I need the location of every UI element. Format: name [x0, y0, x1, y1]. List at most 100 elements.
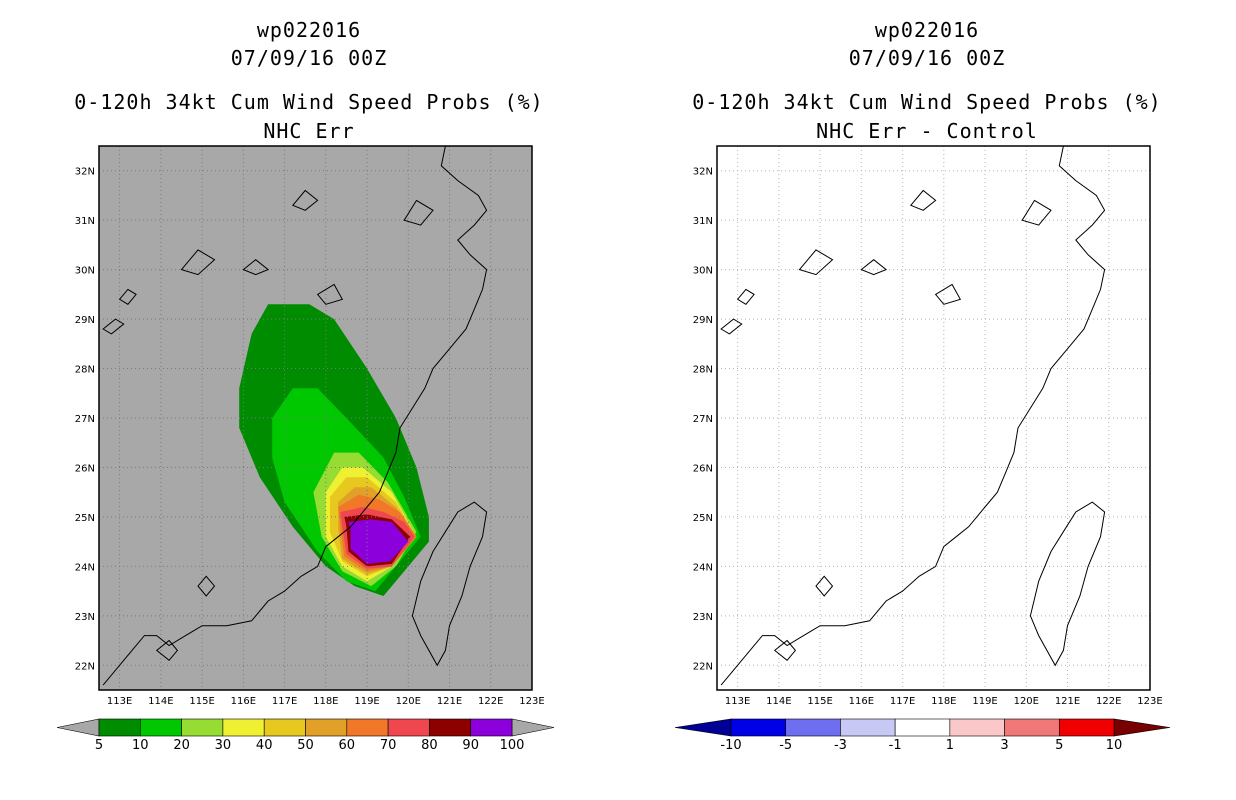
- colorbar-swatch: [785, 718, 841, 737]
- lon-tick-label: 114E: [148, 696, 173, 707]
- colorbar-swatch: [470, 718, 513, 737]
- lon-tick-label: 118E: [931, 696, 956, 707]
- panel-subtitle: NHC Err: [263, 119, 355, 143]
- lon-tick-label: 116E: [231, 696, 256, 707]
- colorbar-label: -10: [720, 738, 741, 753]
- lat-tick-label: 27N: [693, 414, 713, 425]
- storm-id: wp022016: [874, 18, 980, 42]
- gridlines: [717, 146, 1150, 690]
- colorbar-label: -3: [834, 738, 847, 753]
- lat-tick-label: 26N: [693, 463, 713, 474]
- lon-tick-label: 116E: [849, 696, 874, 707]
- lat-tick-label: 32N: [693, 167, 713, 178]
- lon-tick-label: 114E: [766, 696, 791, 707]
- colorbar-swatch: [346, 718, 389, 737]
- colorbar-label: 70: [380, 738, 397, 753]
- lat-tick-label: 24N: [693, 562, 713, 573]
- lake-outline: [242, 259, 270, 276]
- lon-tick-label: 120E: [396, 696, 421, 707]
- lake-outline: [291, 189, 319, 211]
- colorbar-swatch: [730, 718, 787, 737]
- colorbar-swatch: [263, 718, 306, 737]
- colorbar-label: 80: [421, 738, 438, 753]
- lon-tick-label: 123E: [519, 696, 544, 707]
- colorbar-swatch: [429, 718, 471, 737]
- colorbar-label: 100: [500, 738, 525, 753]
- lat-tick-label: 27N: [75, 414, 95, 425]
- lake-outline: [773, 639, 797, 661]
- lake-outline: [1021, 199, 1052, 226]
- colorbar-label: 5: [95, 738, 103, 753]
- lon-tick-label: 115E: [807, 696, 832, 707]
- lat-tick-label: 32N: [75, 167, 95, 178]
- lon-tick-label: 117E: [272, 696, 297, 707]
- lake-outline: [815, 575, 834, 597]
- colorbar-label: 40: [256, 738, 273, 753]
- colorbar-label: 90: [462, 738, 479, 753]
- map-frame: [98, 145, 533, 691]
- taiwan-outline: [1029, 501, 1106, 667]
- gridlines: [99, 146, 532, 690]
- lake-outline: [798, 249, 834, 276]
- lake-outline: [118, 288, 137, 305]
- coastline: [102, 145, 488, 686]
- lon-tick-label: 119E: [972, 696, 997, 707]
- lat-tick-label: 30N: [75, 266, 95, 277]
- lon-tick-label: 121E: [1055, 696, 1080, 707]
- lon-tick-label: 115E: [189, 696, 214, 707]
- colorbar-label: 60: [339, 738, 356, 753]
- colorbar-label: 5: [1055, 738, 1063, 753]
- map-frame: [716, 145, 1151, 691]
- lake-outline: [316, 283, 344, 305]
- probability-map: 113E 114E 115E 116E 117E 118E 119E 120E 121E 122E…: [56, 145, 555, 753]
- colorbar-left-arrow: [56, 718, 100, 737]
- taiwan-outline: [411, 501, 488, 667]
- colorbar-label: -1: [889, 738, 902, 753]
- lat-tick-label: 23N: [75, 612, 95, 623]
- lat-tick-label: 28N: [693, 365, 713, 376]
- lon-tick-label: 123E: [1137, 696, 1162, 707]
- colorbar-label: 50: [297, 738, 314, 753]
- lon-tick-label: 122E: [1096, 696, 1121, 707]
- lon-tick-label: 118E: [313, 696, 338, 707]
- colorbar-swatch: [1058, 718, 1115, 737]
- lat-tick-label: 22N: [75, 661, 95, 672]
- colorbar-label: 30: [215, 738, 232, 753]
- forecast-date: 07/09/16 00Z: [230, 46, 388, 70]
- lat-tick-label: 30N: [693, 266, 713, 277]
- lake-outline: [403, 199, 434, 226]
- lat-tick-label: 24N: [75, 562, 95, 573]
- forecast-date: 07/09/16 00Z: [848, 46, 1006, 70]
- product-title: 0-120h 34kt Cum Wind Speed Probs (%): [74, 90, 544, 114]
- lat-tick-label: 25N: [75, 513, 95, 524]
- lat-tick-label: 31N: [75, 216, 95, 227]
- colorbar-swatch: [894, 718, 951, 737]
- lon-tick-label: 117E: [890, 696, 915, 707]
- colorbar-swatch: [222, 718, 265, 737]
- lat-tick-label: 26N: [75, 463, 95, 474]
- colorbar-label: 10: [132, 738, 149, 753]
- left-panel: wp022016 07/09/16 00Z 0-120h 34kt Cum Wi…: [56, 18, 555, 753]
- lake-outline: [180, 249, 216, 276]
- colorbar: -10 -5 -3 -1 1 3 5 10: [674, 718, 1171, 753]
- colorbar-swatch: [181, 718, 224, 737]
- lat-tick-label: 29N: [693, 315, 713, 326]
- lon-tick-label: 122E: [478, 696, 503, 707]
- product-title: 0-120h 34kt Cum Wind Speed Probs (%): [692, 90, 1162, 114]
- lake-outline: [197, 575, 216, 597]
- lat-tick-label: 25N: [693, 513, 713, 524]
- panel-subtitle: NHC Err - Control: [816, 119, 1038, 143]
- colorbar-swatch: [840, 718, 896, 737]
- lake-outline: [934, 283, 962, 305]
- lon-tick-label: 113E: [725, 696, 750, 707]
- colorbar-right-arrow: [511, 718, 555, 737]
- colorbar-left-arrow: [674, 718, 732, 737]
- colorbar-swatch: [387, 718, 430, 737]
- lake-outline: [155, 639, 179, 661]
- lake-outline: [736, 288, 755, 305]
- lon-tick-label: 120E: [1014, 696, 1039, 707]
- lake-outline: [909, 189, 937, 211]
- right-panel: wp022016 07/09/16 00Z 0-120h 34kt Cum Wi…: [618, 0, 1236, 800]
- colorbar-label: 10: [1106, 738, 1123, 753]
- colorbar-label: -5: [779, 738, 792, 753]
